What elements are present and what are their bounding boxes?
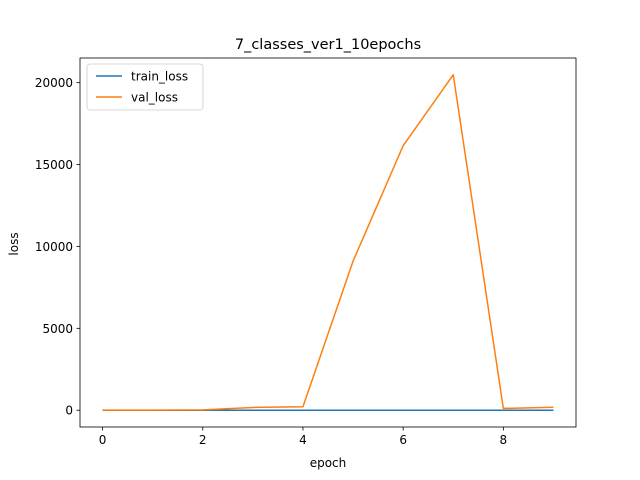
chart-title: 7_classes_ver1_10epochs [235,37,421,53]
y-tick-label: 20000 [35,76,73,90]
legend: train_loss val_loss [86,63,204,111]
plot-area: 0 2 4 6 8 0 5000 10000 15000 20000 train_loss val_l… [35,57,577,447]
y-tick-label: 10000 [35,240,73,254]
x-tick-label: 8 [500,433,508,447]
legend-label-val_loss: val_loss [131,91,178,105]
x-axis-label: epoch [310,456,347,470]
y-tick-label: 15000 [35,158,73,172]
y-axis-label: loss [7,232,21,255]
y-tick-label: 0 [65,404,73,418]
x-tick-label: 0 [99,433,107,447]
x-tick-label: 2 [199,433,207,447]
series-line-val_loss [102,74,554,411]
x-tick-label: 4 [299,433,307,447]
y-tick-label: 5000 [42,322,73,336]
axes-frame [79,57,577,428]
x-tick-label: 6 [399,433,407,447]
legend-label-train_loss: train_loss [131,70,188,84]
